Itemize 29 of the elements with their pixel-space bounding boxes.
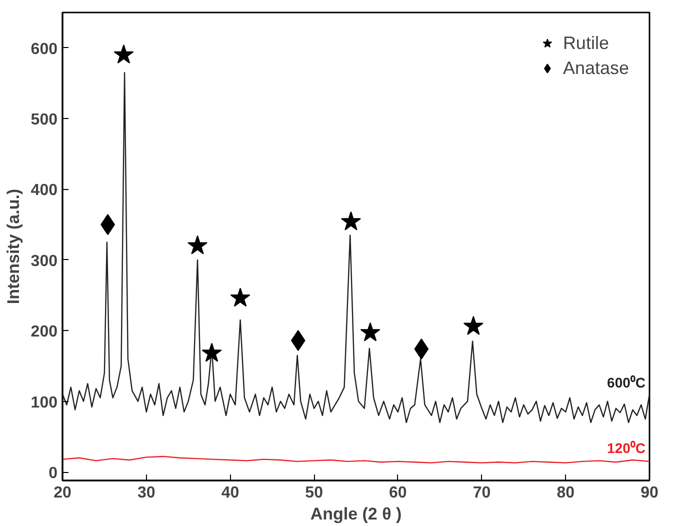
legend-label: Anatase xyxy=(562,58,629,78)
point xyxy=(114,44,134,64)
x-tick-label: 90 xyxy=(640,484,658,502)
y-tick-label: 600 xyxy=(30,40,58,58)
point xyxy=(230,288,250,307)
legend-label: Rutile xyxy=(562,32,609,54)
series-label: 600⁰C xyxy=(607,374,646,390)
x-tick-label: 80 xyxy=(556,484,575,502)
y-tick-label: 400 xyxy=(30,182,58,200)
y-tick-label: 300 xyxy=(30,252,58,270)
point xyxy=(202,342,222,362)
y-axis-title: Intensity (a.u.) xyxy=(4,188,23,304)
x-tick-label: 60 xyxy=(389,484,407,502)
y-tick-label: 500 xyxy=(30,112,58,129)
series-label: 120⁰C xyxy=(607,440,646,456)
y-tick-label: 100 xyxy=(30,394,58,412)
x-axis-title: Angle (2 θ ) xyxy=(310,504,402,524)
x-tick-label: 40 xyxy=(221,484,240,502)
point xyxy=(188,235,208,254)
y-tick-label: 200 xyxy=(30,324,58,341)
line-series xyxy=(62,456,650,464)
point xyxy=(463,316,484,335)
y-tick-label: 0 xyxy=(48,465,58,482)
x-tick-label: 20 xyxy=(54,484,72,502)
point xyxy=(340,211,361,230)
x-tick-label: 70 xyxy=(472,484,491,502)
x-tick-label: 50 xyxy=(305,484,324,502)
x-tick-label: 30 xyxy=(137,484,156,502)
point xyxy=(360,322,380,342)
